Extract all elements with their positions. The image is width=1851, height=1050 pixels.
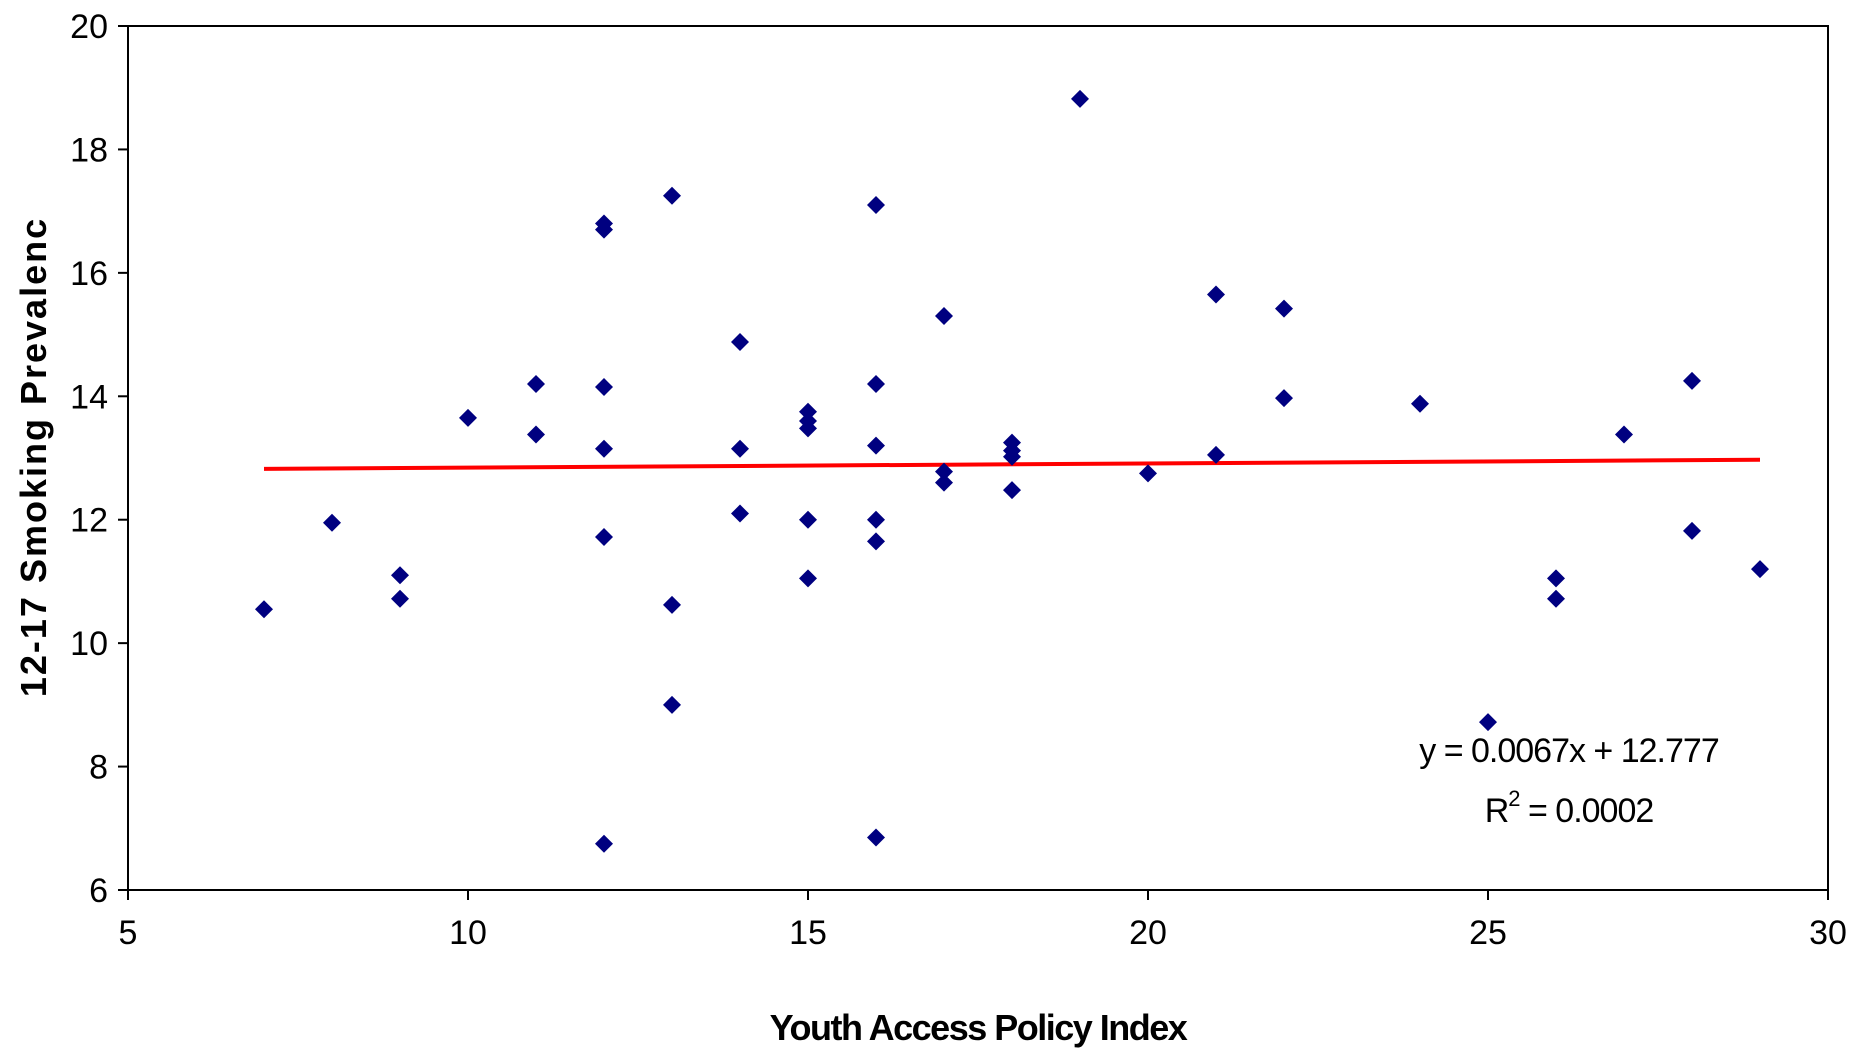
y-axis-title: 12-17 Smoking Prevalenc — [13, 217, 54, 697]
data-point — [799, 510, 817, 529]
y-tick-label: 18 — [70, 131, 108, 169]
data-point — [663, 595, 681, 614]
data-point — [731, 504, 749, 523]
trendline-equation: y = 0.0067x + 12.777 — [1419, 732, 1719, 770]
data-point — [799, 402, 817, 421]
x-tick-label: 20 — [1129, 914, 1167, 952]
data-point — [799, 569, 817, 588]
data-point — [1071, 89, 1089, 108]
data-point — [867, 510, 885, 529]
data-point — [1547, 589, 1565, 608]
data-point — [391, 566, 409, 585]
data-point — [867, 828, 885, 847]
data-point — [595, 527, 613, 546]
data-point — [1275, 299, 1293, 318]
data-point — [1615, 425, 1633, 444]
x-tick-label: 25 — [1469, 914, 1507, 952]
r2-superscript: 2 — [1508, 786, 1520, 811]
data-point — [1683, 521, 1701, 540]
data-point — [323, 513, 341, 532]
data-point — [935, 307, 953, 326]
data-point — [595, 834, 613, 853]
plot-frame — [127, 25, 1829, 891]
data-point — [867, 436, 885, 455]
data-point — [867, 374, 885, 393]
y-tick-label: 12 — [70, 502, 108, 540]
data-point — [595, 378, 613, 397]
x-axis-title: Youth Access Policy Index — [770, 1007, 1188, 1048]
data-point — [1003, 481, 1021, 500]
tick-labels: 6 8 10 12 14 16 18 20 5 10 15 20 25 30 — [70, 8, 1847, 952]
y-tick-label: 10 — [70, 625, 108, 663]
data-point — [1139, 464, 1157, 483]
data-point — [1275, 389, 1293, 408]
y-tick-label: 16 — [70, 255, 108, 293]
data-point — [1411, 394, 1429, 413]
data-point — [527, 425, 545, 444]
data-point — [1207, 445, 1225, 464]
data-point — [595, 439, 613, 458]
data-point — [1207, 285, 1225, 304]
r2-prefix: R — [1485, 792, 1509, 830]
x-tick-label: 10 — [449, 914, 487, 952]
data-point — [731, 439, 749, 458]
data-point — [1003, 447, 1021, 466]
data-point — [391, 589, 409, 608]
data-point — [527, 374, 545, 393]
data-point — [663, 695, 681, 714]
data-point — [867, 195, 885, 214]
r2-value: = 0.0002 — [1520, 792, 1654, 830]
data-point — [935, 462, 953, 481]
y-tick-label: 20 — [70, 8, 108, 46]
y-tick-label: 6 — [89, 872, 108, 910]
trendline-r-squared: R2 = 0.0002 — [1485, 786, 1654, 830]
data-point — [1547, 569, 1565, 588]
data-point — [799, 419, 817, 438]
y-tick-label: 8 — [89, 749, 108, 787]
data-point — [867, 532, 885, 551]
data-point — [663, 186, 681, 205]
data-point — [595, 220, 613, 239]
data-point — [731, 332, 749, 351]
x-tick-label: 30 — [1809, 914, 1847, 952]
data-point — [255, 600, 273, 619]
data-point — [1751, 560, 1769, 579]
y-tick-label: 14 — [70, 378, 108, 416]
data-point — [935, 473, 953, 492]
data-point — [459, 408, 477, 427]
x-tick-label: 5 — [119, 914, 138, 952]
data-points — [255, 89, 1769, 853]
data-point — [1683, 371, 1701, 390]
x-tick-label: 15 — [789, 914, 827, 952]
axes — [118, 25, 1829, 900]
data-point — [1479, 713, 1497, 732]
